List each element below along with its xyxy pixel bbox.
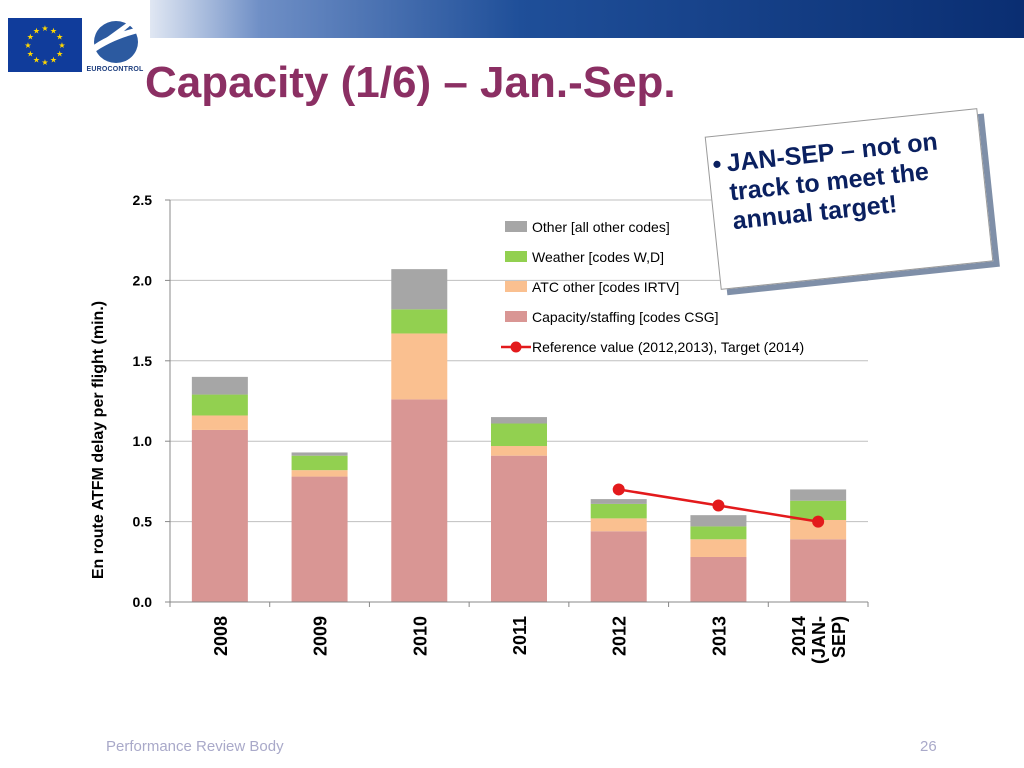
svg-text:★: ★ xyxy=(56,33,63,42)
callout-bullet: • xyxy=(711,150,723,179)
svg-text:★: ★ xyxy=(27,33,34,42)
y-tick-label: 1.0 xyxy=(133,433,153,449)
logo-text: EUROCONTROL xyxy=(86,66,144,73)
legend-swatch xyxy=(505,281,527,292)
bar-segment xyxy=(491,446,547,456)
x-tick-label-line: SEP) xyxy=(829,616,849,658)
bar-segment xyxy=(191,376,248,395)
x-tick-label-line: 2008 xyxy=(211,616,231,656)
x-tick-label-line: 2013 xyxy=(709,616,729,656)
x-tick-label-line: (JAN- xyxy=(809,616,829,664)
bar-segment xyxy=(690,539,747,557)
callout-text: JAN-SEP – not on track to meet the annua… xyxy=(725,127,939,236)
bar-segment xyxy=(191,429,248,602)
y-tick-label: 2.0 xyxy=(133,272,153,288)
svg-text:★: ★ xyxy=(50,26,57,35)
bar-segment xyxy=(790,539,847,602)
legend-label: Weather [codes W,D] xyxy=(532,249,664,265)
legend-swatch xyxy=(505,311,527,322)
bar-segment xyxy=(391,399,448,602)
bar-segment xyxy=(391,309,448,334)
page-title: Capacity (1/6) – Jan.-Sep. xyxy=(145,58,676,107)
y-tick-label: 2.5 xyxy=(133,192,153,208)
legend-label: ATC other [codes IRTV] xyxy=(532,279,679,295)
svg-text:★: ★ xyxy=(27,50,34,59)
reference-point xyxy=(812,515,825,528)
x-tick-label-line: 2011 xyxy=(510,616,530,655)
svg-text:★: ★ xyxy=(33,26,40,35)
bar-segment xyxy=(690,515,747,527)
legend-swatch xyxy=(505,251,527,262)
bar-segment xyxy=(590,518,647,532)
x-tick-label-line: 2014 xyxy=(789,616,809,656)
x-tick-label-line: 2012 xyxy=(610,616,630,656)
bar-segment xyxy=(291,470,348,477)
bar-segment xyxy=(690,526,747,540)
bar-segment xyxy=(590,503,647,519)
bar-segment xyxy=(491,423,547,447)
x-tick-label-line: 2009 xyxy=(311,616,331,656)
bar-segment xyxy=(491,455,547,602)
svg-text:★: ★ xyxy=(41,24,48,33)
legend-point-swatch xyxy=(510,341,522,353)
bar-segment xyxy=(191,415,248,430)
eu-stars-icon: ★★★★★★★★★ ★ ★★ xyxy=(24,24,65,67)
svg-text:★: ★ xyxy=(56,50,63,59)
bar-segment xyxy=(391,333,448,400)
legend-swatch xyxy=(505,221,527,232)
svg-text:★: ★ xyxy=(50,56,57,65)
bar-segment xyxy=(690,556,747,602)
x-tick-label-line: 2010 xyxy=(410,616,430,656)
reference-point xyxy=(612,483,625,496)
legend-label: Other [all other codes] xyxy=(532,219,670,235)
bar-segment xyxy=(790,519,847,540)
bar-segment xyxy=(590,531,647,602)
bar-segment xyxy=(590,499,647,504)
footer-organization: Performance Review Body xyxy=(106,738,284,755)
bar-segment xyxy=(491,417,547,424)
y-tick-label: 0.5 xyxy=(133,514,153,530)
y-tick-label: 0.0 xyxy=(133,594,153,610)
svg-text:★: ★ xyxy=(24,41,31,50)
legend-label: Capacity/staffing [codes CSG] xyxy=(532,309,719,325)
bar-segment xyxy=(790,500,847,520)
bar-segment xyxy=(291,455,348,471)
logo-area: ★ ★ ★ ★ ★ ★ ★ ★ ★ ★ ★ ★ EUROCONTROL xyxy=(0,0,150,80)
header-band xyxy=(0,0,1024,38)
eu-flag-logo: ★ ★ ★ ★ ★ ★ ★ ★ ★ ★ ★ ★ xyxy=(8,18,82,72)
page-number: 26 xyxy=(920,738,937,755)
svg-text:★: ★ xyxy=(33,56,40,65)
bar-segment xyxy=(291,452,348,456)
bar-segment xyxy=(291,476,348,602)
eurocontrol-logo-icon xyxy=(90,21,144,63)
y-axis-label: En route ATFM delay per flight (min.) xyxy=(90,301,107,579)
svg-text:★: ★ xyxy=(41,58,48,67)
bar-segment xyxy=(790,489,847,501)
reference-point xyxy=(712,499,725,512)
bar-segment xyxy=(191,394,248,416)
callout-box: • JAN-SEP – not on track to meet the ann… xyxy=(704,108,994,290)
legend-label: Reference value (2012,2013), Target (201… xyxy=(532,339,804,355)
y-tick-label: 1.5 xyxy=(133,353,153,369)
svg-text:★: ★ xyxy=(58,41,65,50)
bar-segment xyxy=(391,269,448,310)
